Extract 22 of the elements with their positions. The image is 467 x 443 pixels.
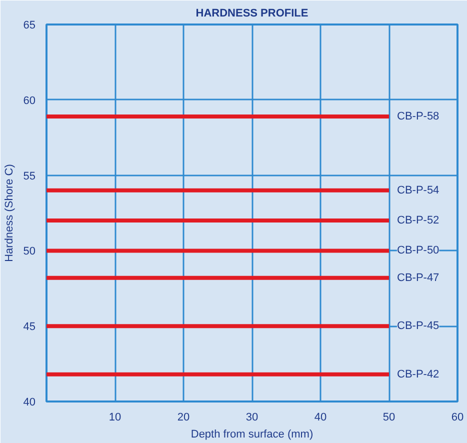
y-tick-label: 60 [23, 94, 36, 107]
series-label: CB-P-54 [397, 184, 440, 196]
x-tick-label: 50 [382, 412, 396, 424]
x-tick-label: 40 [314, 412, 327, 424]
y-tick-label: 65 [23, 20, 36, 32]
series-label: CB-P-52 [397, 214, 440, 227]
series-label: CB-P-42 [397, 368, 440, 380]
x-tick-label: 10 [108, 412, 122, 424]
y-tick-label: 45 [23, 321, 36, 334]
series-label: CB-P-47 [397, 272, 440, 284]
x-tick-label: 30 [246, 412, 258, 424]
series-label: CB-P-45 [397, 320, 440, 332]
y-tick-label: 40 [23, 396, 36, 408]
x-tick-label: 60 [451, 412, 464, 424]
y-tick-label: 50 [23, 246, 36, 258]
series-label: CB-P-50 [397, 244, 440, 257]
chart-title: HARDNESS PROFILE [196, 8, 308, 20]
x-axis-title: Depth from surface (mm) [190, 428, 314, 440]
y-tick-label: 55 [23, 170, 36, 182]
x-tick-label: 20 [177, 412, 190, 424]
series-label: CB-P-58 [397, 110, 440, 122]
y-axis-title: Hardness (Shore C) [3, 164, 16, 262]
